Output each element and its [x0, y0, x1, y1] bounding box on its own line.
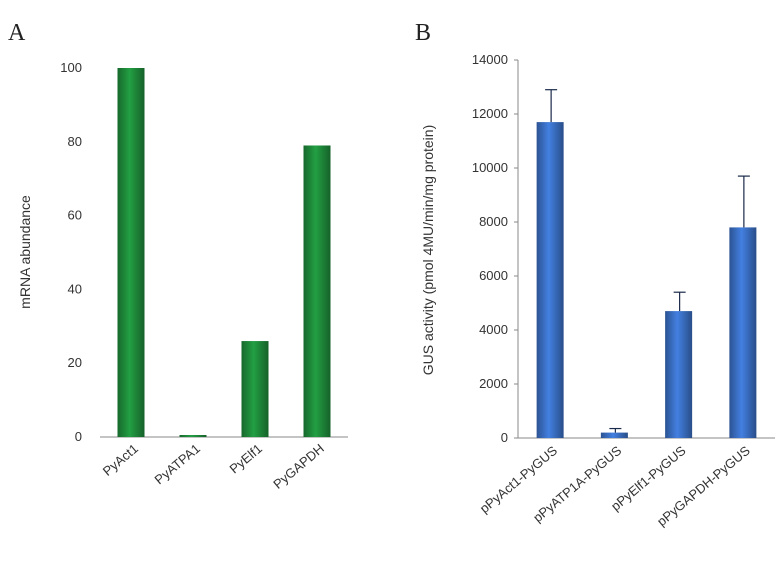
panel-a-y-tick-label: 60 — [68, 208, 82, 223]
panel-b-letter: B — [415, 20, 431, 46]
panel-a-y-tick-label: 40 — [68, 281, 82, 296]
panel-a-bar — [303, 145, 331, 438]
panel-a-y-axis-label: mRNA abundance — [17, 195, 33, 309]
panel-a-y-ticks: 0 20 40 60 80 100 — [60, 60, 82, 444]
panel-b-bar — [600, 432, 628, 438]
panel-b-y-tick-label: 8000 — [479, 214, 508, 229]
panel-b-y-tick-label: 6000 — [479, 268, 508, 283]
panel-a-bars — [117, 68, 331, 438]
panel-b-y-tick-label: 0 — [501, 430, 508, 445]
panel-a-bar — [241, 341, 269, 437]
panel-a-category-label: PyAct1 — [100, 441, 141, 479]
panel-b-bars — [536, 122, 757, 438]
panel-a-bar — [179, 435, 207, 437]
panel-a: A mRNA abundance 0 20 40 60 80 100 PyAct1 PyAT… — [8, 20, 348, 492]
panel-a-category-labels: PyAct1 PyATPA1 PyElf1 PyGAPDH — [100, 441, 327, 492]
panel-b-y-tick-label: 14000 — [472, 52, 508, 67]
panel-a-y-tick-label: 0 — [75, 429, 82, 444]
panel-b-y-ticks: 0 2000 4000 6000 8000 10000 12000 14000 — [472, 52, 518, 445]
panel-a-y-tick-label: 100 — [60, 60, 82, 75]
panel-b-bar — [665, 311, 693, 438]
panel-b-bar — [536, 122, 564, 438]
panel-a-category-label: PyElf1 — [227, 441, 265, 477]
panel-b-y-tick-label: 2000 — [479, 376, 508, 391]
panel-a-bar — [117, 68, 145, 437]
panel-b-y-tick-label: 12000 — [472, 106, 508, 121]
panel-b-bar — [729, 227, 757, 438]
panel-b-y-tick-label: 4000 — [479, 322, 508, 337]
panel-b-y-axis-label: GUS activity (pmol 4MU/min/mg protein) — [420, 125, 436, 376]
panel-a-letter: A — [8, 20, 26, 46]
panel-a-category-label: PyATPA1 — [152, 441, 203, 487]
panel-b-category-labels: pPyAct1-PyGUSpPyATP1A-PyGUSpPyElf1-PyGUS… — [477, 443, 753, 529]
panel-b-error-bars — [545, 89, 750, 433]
panel-a-y-tick-label: 20 — [68, 355, 82, 370]
panel-a-category-label: PyGAPDH — [270, 441, 327, 492]
panel-a-y-tick-label: 80 — [68, 134, 82, 149]
panel-b-y-tick-label: 10000 — [472, 160, 508, 175]
panel-b: B GUS activity (pmol 4MU/min/mg protein)… — [415, 20, 775, 529]
